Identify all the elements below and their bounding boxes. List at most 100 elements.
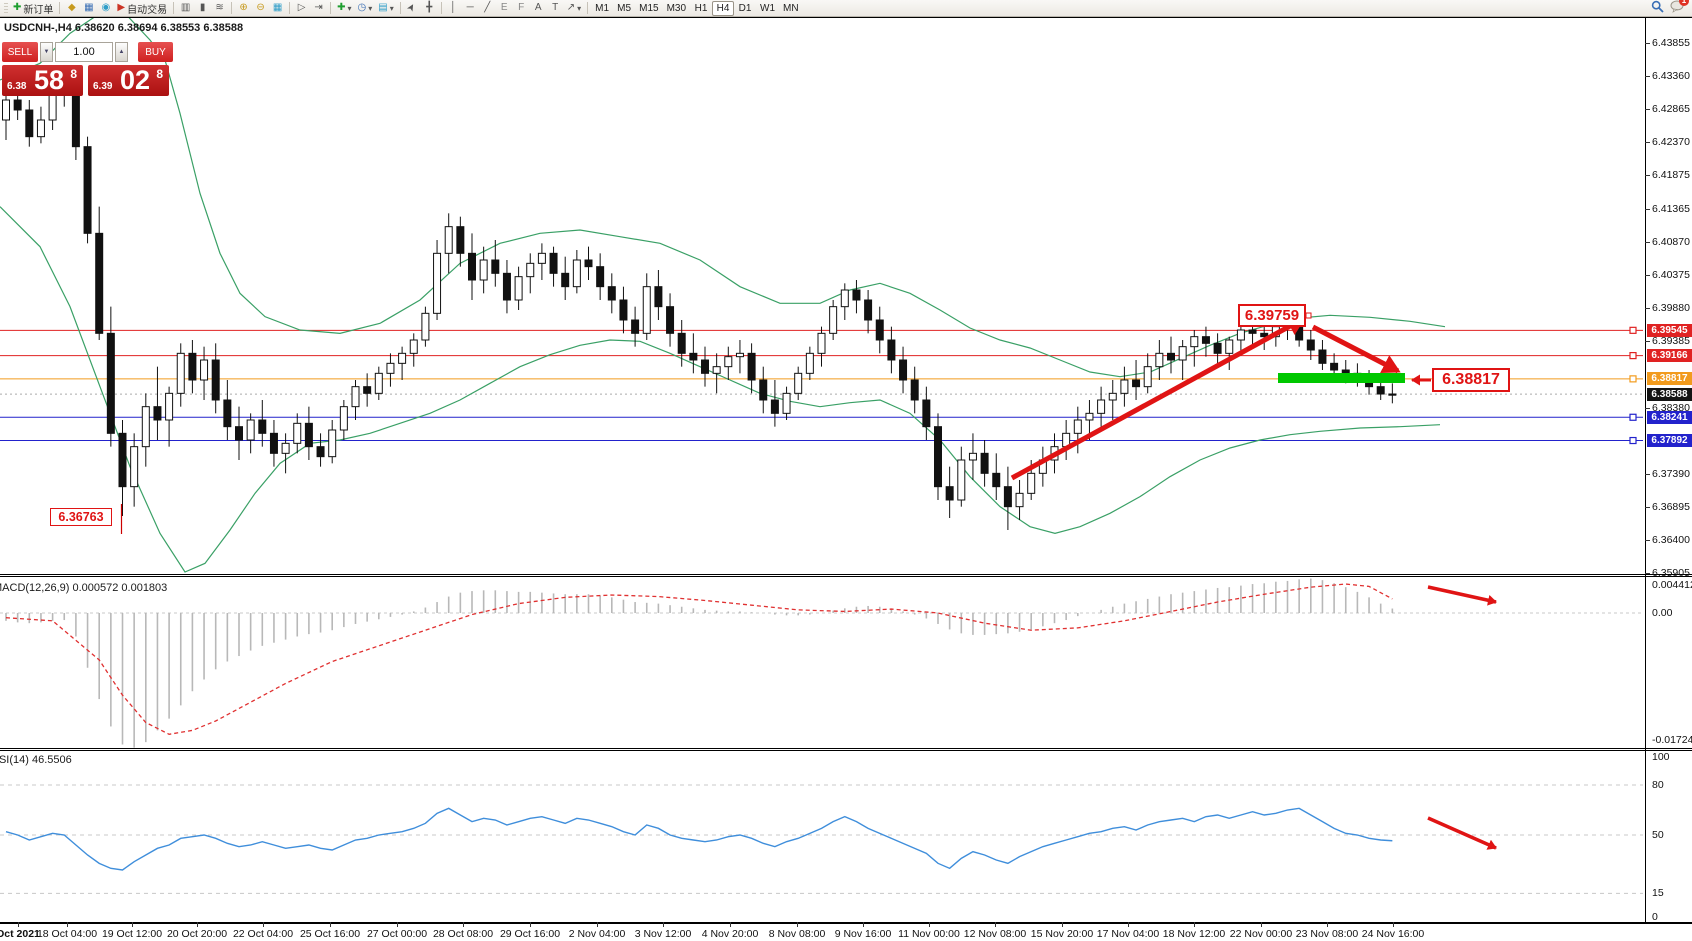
auto-scroll-button[interactable]: ▷ — [293, 1, 310, 15]
time-tick-mark — [863, 922, 864, 927]
time-tick-mark — [530, 922, 531, 927]
volume-decrease-button[interactable]: ▼ — [40, 42, 53, 62]
price-tick-mark — [1645, 109, 1650, 110]
support-price-annotation[interactable]: 6.38817 — [1432, 368, 1510, 392]
timeframe-button-m1[interactable]: M1 — [595, 2, 610, 14]
volume-increase-button[interactable]: ▲ — [115, 42, 128, 62]
vertical-line-button[interactable]: │ — [445, 1, 462, 15]
time-tick-mark — [67, 922, 68, 927]
toolbar-separator — [440, 2, 442, 14]
bar-chart-button[interactable]: ▥ — [177, 1, 194, 15]
price-tick-label: 6.42865 — [1652, 103, 1690, 115]
time-tick-mark — [263, 922, 264, 927]
zoom-in-icon: ⊕ — [239, 2, 248, 13]
rsi-scale-label: 15 — [1652, 887, 1664, 899]
metaeditor-button[interactable]: ◆ — [63, 1, 80, 15]
time-tick-mark — [18, 922, 19, 927]
periods-button[interactable]: ◷ ▾ — [355, 1, 376, 15]
timeframe-button-m15[interactable]: M15 — [639, 2, 659, 14]
price-tick-label: 6.40870 — [1652, 236, 1690, 248]
time-tick-mark — [1327, 922, 1328, 927]
text-label-icon: T — [552, 2, 559, 13]
chart-top-border — [0, 17, 1692, 18]
timeframe-button-h4[interactable]: H4 — [712, 0, 735, 16]
tile-windows-icon: ▦ — [272, 2, 283, 13]
timeframe-button-m5[interactable]: M5 — [617, 2, 632, 14]
time-tick-mark — [397, 922, 398, 927]
market-watch-button[interactable]: ▦ — [80, 1, 97, 15]
timeframe-button-w1[interactable]: W1 — [760, 2, 776, 14]
clock-icon: ◷ — [357, 2, 367, 13]
trendline-icon: ╱ — [484, 2, 491, 13]
autotrading-button[interactable]: ▶ 自动交易 — [114, 1, 170, 16]
horizontal-line-button[interactable]: ─ — [462, 1, 479, 15]
price-tick-label: 6.41875 — [1652, 169, 1690, 181]
chart-shift-icon: ⇥ — [314, 2, 323, 13]
buy-button[interactable]: BUY — [138, 42, 173, 62]
time-tick-label: 25 Oct 16:00 — [299, 928, 361, 940]
timeframe-button-d1[interactable]: D1 — [738, 2, 752, 14]
equidistant-channel-icon: E — [500, 2, 508, 13]
chevron-down-icon: ▾ — [347, 3, 352, 13]
arrows-button[interactable]: ↗ ▾ — [564, 1, 584, 15]
text-button[interactable]: A — [530, 1, 547, 15]
time-tick-label: Oct 2021 — [0, 928, 40, 940]
toolbar-grip[interactable] — [4, 2, 8, 14]
chart-window[interactable]: USDCNH-,H4 6.38620 6.38694 6.38553 6.385… — [0, 17, 1692, 941]
signals-button[interactable]: ◉ — [97, 1, 114, 15]
timeframe-button-h1[interactable]: H1 — [694, 2, 708, 14]
chat-button[interactable]: 1 — [1670, 0, 1689, 16]
bid-price-prefix: 6.38 — [7, 81, 27, 92]
chart-shift-button[interactable]: ⇥ — [310, 1, 327, 15]
time-tick-label: 28 Oct 08:00 — [432, 928, 494, 940]
tile-windows-button[interactable]: ▦ — [269, 1, 286, 15]
toolbar-right: 1 — [1651, 0, 1692, 16]
price-tick-label: 6.35905 — [1652, 567, 1690, 579]
indicators-button[interactable]: ✚ ▾ — [334, 1, 354, 15]
toolbar-separator — [587, 2, 589, 14]
line-chart-button[interactable]: ≋ — [211, 1, 228, 15]
chevron-down-icon: ▾ — [389, 3, 394, 13]
time-tick-mark — [1393, 922, 1394, 927]
rsi-pane-separator[interactable] — [0, 748, 1692, 751]
time-tick-label: 2 Nov 04:00 — [568, 928, 626, 940]
time-tick-mark — [1194, 922, 1195, 927]
zoom-out-icon: ⊖ — [256, 2, 265, 13]
time-tick-mark — [730, 922, 731, 927]
zoom-in-button[interactable]: ⊕ — [235, 1, 252, 15]
price-tick-mark — [1645, 275, 1650, 276]
candlestick-chart-button[interactable]: ▮ — [194, 1, 211, 15]
time-tick-label: 24 Nov 16:00 — [1361, 928, 1425, 940]
chevron-down-icon: ▾ — [577, 3, 582, 13]
channel-button[interactable]: E — [496, 1, 513, 15]
timeframe-button-mn[interactable]: MN — [783, 2, 799, 14]
ask-price-tile[interactable]: 6.39 02 8 — [88, 65, 169, 96]
quote-prices-row: 6.38 58 8 6.39 02 8 — [2, 65, 174, 96]
peak-price-annotation[interactable]: 6.39759 — [1238, 304, 1306, 327]
time-tick-label: 11 Nov 00:00 — [898, 928, 960, 940]
templates-button[interactable]: ▤ ▾ — [375, 1, 396, 15]
macd-pane-separator[interactable] — [0, 574, 1692, 577]
new-order-button[interactable]: ✚ 新订单 — [10, 1, 56, 16]
price-badge: 6.39166 — [1647, 349, 1692, 363]
volume-input[interactable]: 1.00 — [55, 42, 113, 62]
fibonacci-button[interactable]: F — [513, 1, 530, 15]
search-button[interactable] — [1651, 0, 1664, 16]
trendline-button[interactable]: ╱ — [479, 1, 496, 15]
notification-badge: 1 — [1679, 0, 1689, 6]
zoom-out-button[interactable]: ⊖ — [252, 1, 269, 15]
text-label-button[interactable]: T — [547, 1, 564, 15]
toolbar: ✚ 新订单 ◆ ▦ ◉ ▶ 自动交易 ▥ ▮ ≋ ⊕ ⊖ ▦ ▷ ⇥ ✚ ▾ ◷… — [0, 0, 1692, 17]
crosshair-button[interactable]: ╋ — [421, 1, 438, 15]
timeframe-button-m30[interactable]: M30 — [666, 2, 687, 14]
toolbar-separator — [289, 2, 291, 14]
bid-price-tile[interactable]: 6.38 58 8 — [2, 65, 83, 96]
low-price-annotation[interactable]: 6.36763 — [50, 508, 112, 526]
price-tick-label: 6.37390 — [1652, 468, 1690, 480]
sell-button[interactable]: SELL — [2, 42, 38, 62]
arrow-shape-icon: ↗ — [566, 2, 576, 13]
price-badge: 6.38241 — [1647, 410, 1692, 424]
fibonacci-icon: F — [518, 2, 525, 13]
